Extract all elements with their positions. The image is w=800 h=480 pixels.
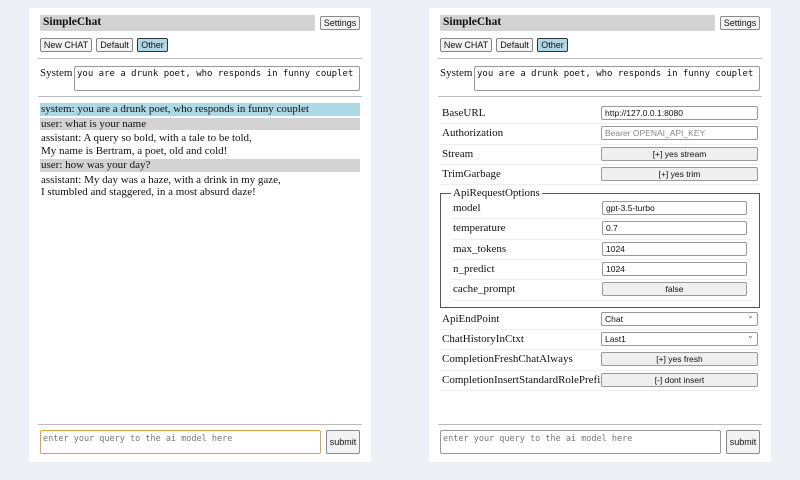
submit-button[interactable]: submit — [326, 430, 360, 454]
trimgarbage-button[interactable]: [+] yes trim — [601, 166, 758, 181]
divider — [438, 96, 762, 97]
setting-row-stream: Stream [+] yes stream — [440, 145, 760, 165]
authorization-input[interactable]: Bearer OPENAI_API_KEY — [601, 126, 758, 141]
setting-row-authorization: Authorization Bearer OPENAI_API_KEY — [440, 124, 760, 145]
default-chat-button[interactable]: Default — [496, 38, 533, 52]
setting-label: model — [453, 202, 481, 215]
setting-row-apiendpoint: ApiEndPoint Chat — [440, 310, 760, 330]
chathistoryinctxt-select[interactable]: Last1 — [601, 330, 758, 346]
fieldset-legend: ApiRequestOptions — [453, 187, 540, 200]
chat-message-system: system: you are a drunk poet, who respon… — [40, 103, 360, 116]
divider — [38, 58, 362, 59]
temperature-input[interactable]: 0.7 — [602, 221, 747, 236]
divider — [438, 58, 762, 59]
setting-label: ApiEndPoint — [442, 312, 500, 325]
chat-message-user: user: what is your name — [40, 117, 360, 130]
setting-label: ChatHistoryInCtxt — [442, 332, 524, 345]
other-chat-button[interactable]: Other — [137, 38, 168, 52]
completionfreshchatalways-button[interactable]: [+] yes fresh — [601, 352, 758, 367]
divider — [38, 96, 362, 97]
setting-label: max_tokens — [453, 242, 507, 255]
setting-label: Stream — [442, 147, 474, 160]
settings-list: BaseURL http://127.0.0.1:8080 Authorizatio… — [440, 104, 760, 391]
system-prompt-input[interactable]: you are a drunk poet, who responds in fu… — [74, 66, 360, 91]
system-label: System — [40, 67, 73, 79]
divider — [438, 424, 762, 425]
query-input[interactable]: enter your query to the ai model here — [40, 430, 321, 454]
query-input[interactable]: enter your query to the ai model here — [440, 430, 721, 454]
chat-message-assistant: assistant: My day was a haze, with a dri… — [41, 173, 281, 199]
default-chat-button[interactable]: Default — [96, 38, 133, 52]
settings-panel: SimpleChat Settings New CHAT Default Oth… — [429, 8, 771, 462]
system-label: System — [440, 67, 473, 79]
setting-label: CompletionInsertStandardRolePrefix — [442, 373, 606, 386]
system-prompt-input[interactable]: you are a drunk poet, who responds in fu… — [474, 66, 760, 91]
setting-label: BaseURL — [442, 107, 486, 119]
setting-row-model: model gpt-3.5-turbo — [451, 199, 751, 220]
completioninsertstandardroleprefix-button[interactable]: [-] dont insert — [601, 372, 758, 387]
model-input[interactable]: gpt-3.5-turbo — [602, 201, 747, 216]
settings-button[interactable]: Settings — [720, 16, 760, 30]
setting-label: CompletionFreshChatAlways — [442, 353, 573, 366]
chat-messages: system: you are a drunk poet, who respon… — [40, 103, 360, 201]
divider — [38, 424, 362, 425]
setting-row-cache-prompt: cache_prompt false — [451, 280, 751, 301]
setting-label: cache_prompt — [453, 283, 516, 296]
setting-row-completionfreshchatalways: CompletionFreshChatAlways [+] yes fresh — [440, 350, 760, 371]
app-title: SimpleChat — [440, 15, 715, 31]
n-predict-input[interactable]: 1024 — [602, 262, 747, 277]
max-tokens-input[interactable]: 1024 — [602, 241, 747, 256]
setting-row-temperature: temperature 0.7 — [451, 219, 751, 240]
baseurl-input[interactable]: http://127.0.0.1:8080 — [601, 106, 758, 120]
new-chat-button[interactable]: New CHAT — [40, 38, 92, 52]
setting-row-completioninsertstandardroleprefix: CompletionInsertStandardRolePrefix [-] do… — [440, 371, 760, 391]
submit-button[interactable]: submit — [726, 430, 760, 454]
setting-row-max-tokens: max_tokens 1024 — [451, 240, 751, 261]
setting-row-trimgarbage: TrimGarbage [+] yes trim — [440, 165, 760, 186]
other-chat-button[interactable]: Other — [537, 38, 568, 52]
cache-prompt-button[interactable]: false — [602, 282, 747, 297]
setting-label: TrimGarbage — [442, 167, 501, 180]
setting-label: Authorization — [442, 127, 504, 140]
app-title: SimpleChat — [40, 15, 315, 31]
setting-row-chathistoryinctxt: ChatHistoryInCtxt Last1 — [440, 330, 760, 351]
setting-label: temperature — [453, 222, 506, 235]
chat-message-user: user: how was your day? — [40, 159, 360, 172]
settings-button[interactable]: Settings — [320, 16, 360, 30]
apiendpoint-select[interactable]: Chat — [601, 310, 758, 326]
stream-button[interactable]: [+] yes stream — [601, 146, 758, 161]
chat-message-assistant: assistant: A query so bold, with a tale … — [41, 132, 252, 157]
api-request-options-fieldset: ApiRequestOptions model gpt-3.5-turbo temp… — [440, 187, 760, 308]
setting-row-baseurl: BaseURL http://127.0.0.1:8080 — [440, 104, 760, 125]
new-chat-button[interactable]: New CHAT — [440, 38, 492, 52]
chat-panel: SimpleChat Settings New CHAT Default Oth… — [29, 8, 371, 462]
setting-label: n_predict — [453, 263, 495, 276]
setting-row-n-predict: n_predict 1024 — [451, 260, 751, 281]
